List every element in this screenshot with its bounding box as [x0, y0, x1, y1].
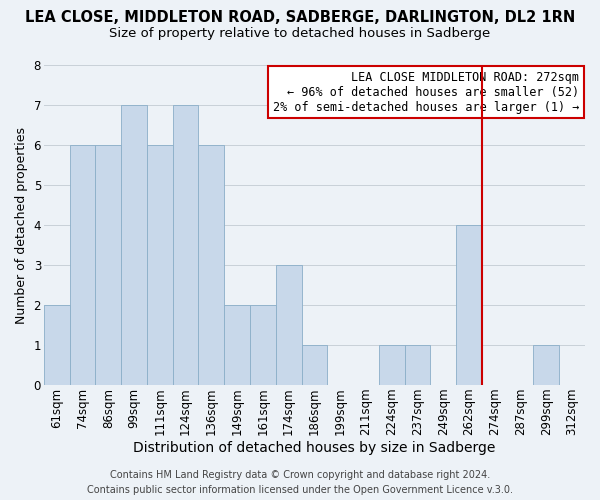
- Bar: [147, 145, 173, 385]
- Bar: [302, 345, 328, 385]
- X-axis label: Distribution of detached houses by size in Sadberge: Distribution of detached houses by size …: [133, 441, 496, 455]
- Bar: [121, 105, 147, 385]
- Bar: [379, 345, 404, 385]
- Bar: [250, 305, 276, 385]
- Bar: [95, 145, 121, 385]
- Bar: [199, 145, 224, 385]
- Bar: [533, 345, 559, 385]
- Bar: [173, 105, 199, 385]
- Text: LEA CLOSE MIDDLETON ROAD: 272sqm
← 96% of detached houses are smaller (52)
2% of: LEA CLOSE MIDDLETON ROAD: 272sqm ← 96% o…: [273, 70, 580, 114]
- Bar: [44, 305, 70, 385]
- Bar: [456, 225, 482, 385]
- Text: Contains HM Land Registry data © Crown copyright and database right 2024.
Contai: Contains HM Land Registry data © Crown c…: [87, 470, 513, 495]
- Y-axis label: Number of detached properties: Number of detached properties: [15, 126, 28, 324]
- Bar: [70, 145, 95, 385]
- Text: Size of property relative to detached houses in Sadberge: Size of property relative to detached ho…: [109, 28, 491, 40]
- Bar: [224, 305, 250, 385]
- Text: LEA CLOSE, MIDDLETON ROAD, SADBERGE, DARLINGTON, DL2 1RN: LEA CLOSE, MIDDLETON ROAD, SADBERGE, DAR…: [25, 10, 575, 25]
- Bar: [276, 265, 302, 385]
- Bar: [404, 345, 430, 385]
